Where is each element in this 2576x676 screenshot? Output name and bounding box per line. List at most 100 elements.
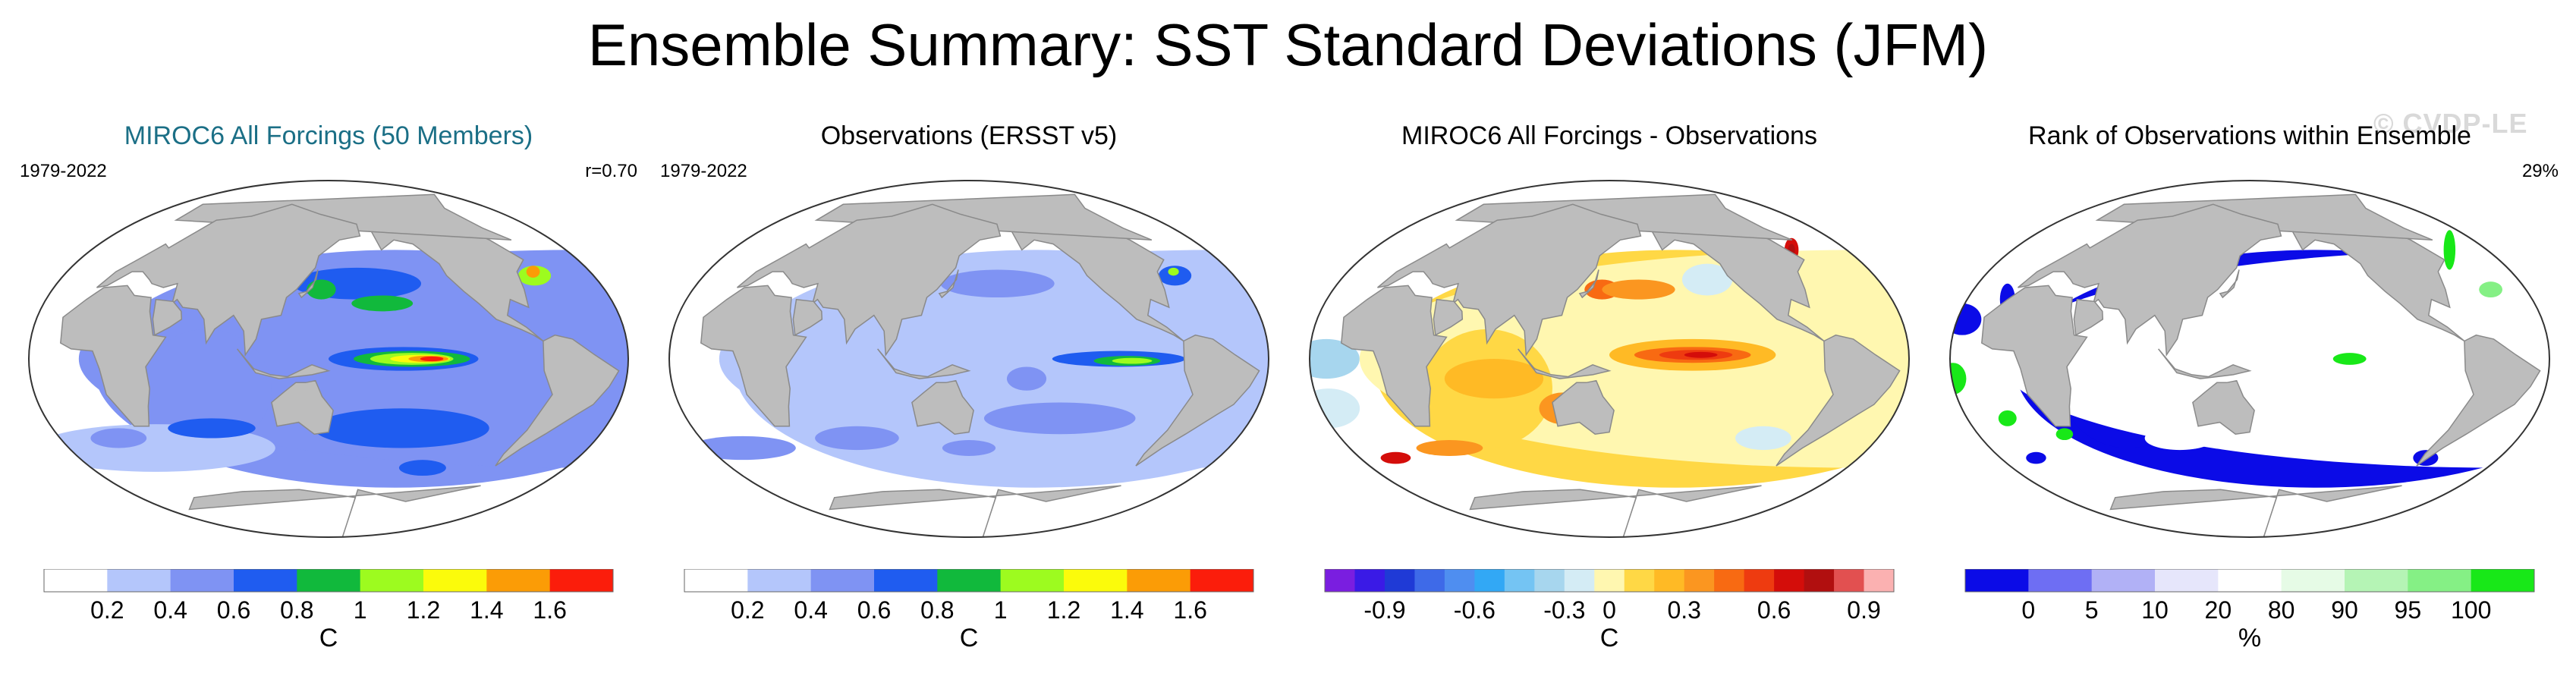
colorbar-swatch-4 <box>2218 569 2282 592</box>
field-contour-18 <box>351 295 414 312</box>
world-map-sst-sd-observed <box>668 180 1269 538</box>
colorbar-swatch-6 <box>1064 569 1128 592</box>
land-south-america <box>1135 334 1260 467</box>
colorbar-tick-label: 0.2 <box>90 596 124 624</box>
world-map-difference <box>1309 180 1910 538</box>
colorbar-swatch-4 <box>1444 569 1475 592</box>
colorbar-tick-label: 0.2 <box>731 596 764 624</box>
colorbar-swatch-17 <box>1834 569 1865 592</box>
colorbar-swatch-8 <box>1190 569 1254 592</box>
colorbar-swatch-4 <box>297 569 361 592</box>
colorbar-frame <box>43 569 614 593</box>
colorbar-tick-label: 1.2 <box>1047 596 1080 624</box>
colorbar-tick-label: -0.3 <box>1543 596 1585 624</box>
colorbar-swatch-3 <box>234 569 297 592</box>
field-contour-12 <box>1444 359 1544 399</box>
panel-period: 1979-2022 <box>20 161 107 181</box>
land-africa <box>60 285 167 427</box>
watermark: © CVDP-LE <box>2373 108 2528 139</box>
colorbar-swatch-7 <box>486 569 551 592</box>
land-africa <box>1341 285 1448 427</box>
land-antarctica <box>188 485 481 537</box>
colorbar-tick-label: 1.6 <box>533 596 566 624</box>
field-contour-17 <box>90 428 147 448</box>
colorbar-swatch-0 <box>684 569 748 592</box>
colorbar-frame <box>1964 569 2535 593</box>
field-contour-11 <box>420 356 444 362</box>
panel-area-stat: 29% <box>2521 161 2559 181</box>
field-contour-7 <box>1950 363 1967 395</box>
colorbar-swatch-3 <box>1414 569 1445 592</box>
land-eurasia <box>1377 203 1642 357</box>
field-contour-6 <box>2144 426 2215 451</box>
colorbar-swatch-13 <box>1714 569 1745 592</box>
colorbar-swatch-8 <box>549 569 614 592</box>
colorbar-tick-label: 0.8 <box>920 596 954 624</box>
panel-title: Observations (ERSST v5) <box>820 121 1118 150</box>
colorbar-tick-label: 95 <box>2395 596 2422 624</box>
field-contour-9 <box>1168 267 1179 276</box>
field-contour-10 <box>815 426 899 451</box>
colorbar-swatch-14 <box>1744 569 1775 592</box>
land-east-asia-islands <box>297 269 319 299</box>
colorbar-tick-label: 20 <box>2205 596 2232 624</box>
field-contour-8 <box>1681 263 1733 296</box>
panel-period: 1979-2022 <box>660 161 747 181</box>
colorbar-swatch-9 <box>1594 569 1625 592</box>
field-contour-16 <box>168 418 256 439</box>
land-africa <box>700 285 807 427</box>
land-antarctica <box>1469 485 1762 537</box>
colorbar-swatch-16 <box>1804 569 1835 592</box>
colorbar-tick-label: -0.6 <box>1454 596 1496 624</box>
colorbar-swatch-8 <box>1564 569 1595 592</box>
colorbar-tick-label: 0.3 <box>1667 596 1700 624</box>
colorbar-swatch-7 <box>2408 569 2472 592</box>
field-contour-13 <box>1416 440 1483 456</box>
colorbar-swatch-11 <box>1654 569 1685 592</box>
colorbar-sst-sd: 0.2 0.4 0.6 0.8 1 1.2 1.4 1.6 C <box>43 569 614 652</box>
colorbar-swatch-18 <box>1864 569 1895 592</box>
colorbar-tick-label: 100 <box>2451 596 2491 624</box>
land-south-america <box>1776 334 1901 467</box>
colorbar-tick-label: -0.9 <box>1363 596 1405 624</box>
colorbar-units-label: C <box>1600 624 1619 652</box>
colorbar-rank: 0 5 10 20 80 90 95 100% <box>1964 569 2535 652</box>
colorbar-swatch-0 <box>1965 569 2029 592</box>
field-contour-11 <box>689 435 796 461</box>
figure-title: Ensemble Summary: SST Standard Deviation… <box>587 11 1989 78</box>
land-greenland <box>174 193 512 241</box>
land-east-asia-islands <box>1578 269 1599 299</box>
land-east-asia-islands <box>2219 269 2240 299</box>
colorbar-tick-label: 0.9 <box>1847 596 1880 624</box>
colorbar-swatch-2 <box>1384 569 1415 592</box>
map-outline <box>1949 180 2550 538</box>
colorbar-swatch-5 <box>1474 569 1505 592</box>
panel-rank: Rank of Observations within Ensemble 29%… <box>1935 114 2565 676</box>
land-eurasia <box>2018 203 2282 357</box>
map-outline <box>668 180 1269 538</box>
colorbar-tick-label: 1.4 <box>470 596 503 624</box>
colorbar-swatch-15 <box>1774 569 1805 592</box>
colorbar-tick-label: 10 <box>2141 596 2169 624</box>
land-antarctica <box>829 485 1121 537</box>
land-indonesia <box>1518 348 1612 379</box>
land-east-asia-islands <box>938 269 959 299</box>
colorbar-units-label: C <box>960 624 979 652</box>
colorbar-tick-label: 1.2 <box>407 596 440 624</box>
map-outline <box>28 180 629 538</box>
land-australia <box>1552 379 1615 435</box>
field-contour-7 <box>983 402 1136 435</box>
colorbar-tick-label: 1.4 <box>1110 596 1143 624</box>
colorbar-frame <box>684 569 1254 593</box>
field-contour-17 <box>1735 426 1791 451</box>
colorbar-tick-label: 1 <box>354 596 367 624</box>
colorbar-tick-label: 1 <box>994 596 1008 624</box>
field-contour-8 <box>1158 266 1192 286</box>
land-arabia <box>792 298 823 336</box>
colorbar-sst-sd: 0.2 0.4 0.6 0.8 1 1.2 1.4 1.6 C <box>684 569 1254 652</box>
land-south-america <box>2416 334 2541 467</box>
colorbar-tick-label: 80 <box>2268 596 2295 624</box>
colorbar-swatch-5 <box>1000 569 1065 592</box>
colorbar-tick-label: 0.8 <box>280 596 313 624</box>
colorbar-units-label: C <box>319 624 338 652</box>
